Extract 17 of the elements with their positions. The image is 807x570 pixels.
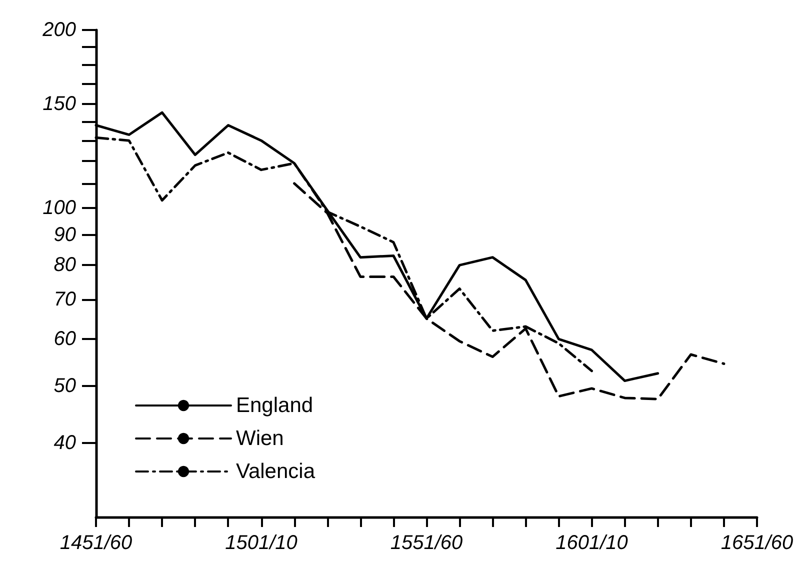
y-tick-label: 90 bbox=[54, 224, 76, 246]
y-tick-label: 40 bbox=[54, 432, 76, 454]
legend-label: Valencia bbox=[236, 460, 316, 483]
legend-label: Wien bbox=[236, 427, 284, 450]
y-tick-label: 50 bbox=[54, 374, 76, 397]
x-tick-label: 1501/10 bbox=[225, 532, 298, 554]
x-tick-label: 1451/60 bbox=[60, 532, 132, 554]
y-tick-label: 80 bbox=[54, 254, 76, 276]
x-tick-label: 1551/60 bbox=[390, 532, 463, 554]
x-tick-label: 1601/10 bbox=[556, 532, 628, 554]
legend-label: England bbox=[236, 394, 314, 417]
x-tick-label: 1651/60 bbox=[720, 532, 794, 554]
y-tick-label: 100 bbox=[42, 196, 76, 219]
y-tick-label: 70 bbox=[54, 288, 76, 310]
y-tick-label: 200 bbox=[42, 19, 76, 41]
y-tick-label: 60 bbox=[54, 328, 76, 350]
y-tick-label: 150 bbox=[42, 92, 76, 115]
